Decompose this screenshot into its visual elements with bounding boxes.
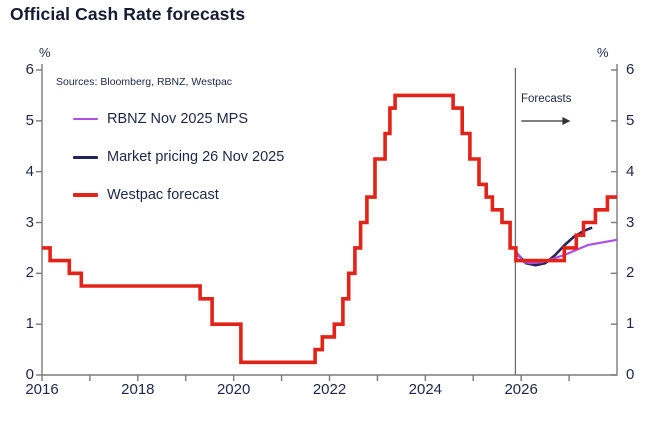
y-axis-tick-label: 3 (25, 213, 34, 231)
y-axis-tick-label: 5 (626, 111, 635, 129)
y-axis-tick-label: 5 (25, 111, 34, 129)
legend-item-westpac: Westpac forecast (73, 186, 284, 204)
y-axis-tick-label: 2 (626, 264, 635, 282)
page-title: Official Cash Rate forecasts (10, 4, 246, 24)
x-axis-tick-label: 2026 (504, 381, 538, 398)
legend-item-market-pricing: Market pricing 26 Nov 2025 (73, 148, 284, 166)
y-axis-tick-label: 6 (25, 61, 34, 78)
forecast-period-label: Forecasts (521, 93, 572, 105)
x-axis-tick-label: 2020 (216, 381, 251, 398)
legend-item-rbnz: RBNZ Nov 2025 MPS (73, 110, 284, 128)
x-axis-tick-label: 2024 (408, 381, 443, 398)
legend-label-westpac: Westpac forecast (107, 187, 219, 203)
sources-note: Sources: Bloomberg, RBNZ, Westpac (56, 76, 233, 88)
x-axis-tick-label: 2018 (121, 381, 155, 398)
legend-label-rbnz: RBNZ Nov 2025 MPS (107, 111, 249, 127)
y-axis-tick-label: 2 (25, 264, 34, 282)
legend-label-market-pricing: Market pricing 26 Nov 2025 (107, 149, 285, 165)
y-axis-tick-label: 0 (25, 366, 34, 383)
rbnz-line-swatch-icon (73, 118, 98, 120)
y-axis-tick-label: 0 (626, 366, 635, 383)
y-axis-tick-label: 6 (626, 61, 635, 78)
y-axis-tick-label: 1 (25, 315, 34, 333)
westpac-line-swatch-icon (73, 193, 98, 197)
y-axis-tick-label: 1 (626, 315, 635, 333)
x-axis-tick-label: 2016 (25, 381, 59, 398)
chart-legend: RBNZ Nov 2025 MPS Market pricing 26 Nov … (73, 110, 284, 224)
y-axis-unit-left: % (39, 45, 51, 60)
x-axis-tick-label: 2022 (312, 381, 347, 398)
market-pricing-line-swatch-icon (73, 155, 98, 159)
y-axis-tick-label: 4 (25, 162, 34, 180)
y-axis-tick-label: 3 (626, 213, 635, 231)
y-axis-unit-right: % (597, 45, 609, 60)
y-axis-tick-label: 4 (626, 162, 635, 180)
